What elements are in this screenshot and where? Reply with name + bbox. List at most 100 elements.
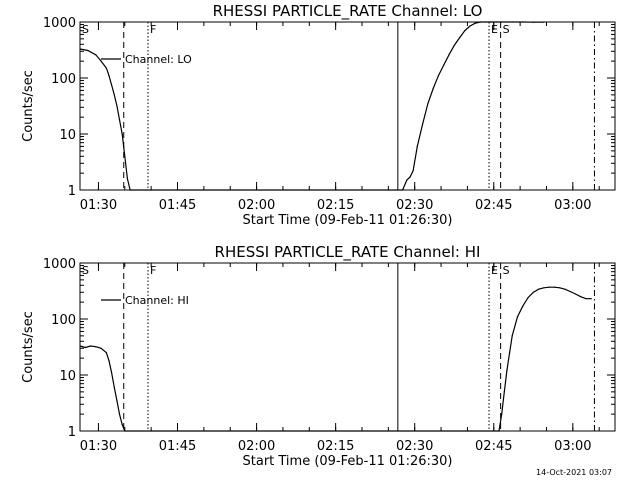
data-point bbox=[116, 105, 118, 107]
event-marker-label: S bbox=[82, 23, 89, 36]
series-line bbox=[79, 286, 592, 432]
data-point bbox=[490, 21, 492, 23]
y-tick-label: 10 bbox=[59, 369, 76, 384]
y-tick-label: 100 bbox=[51, 72, 76, 87]
data-point bbox=[458, 37, 461, 39]
data-point bbox=[485, 21, 487, 23]
event-marker-label: E bbox=[491, 23, 498, 36]
data-point bbox=[100, 347, 102, 349]
data-point bbox=[100, 60, 102, 62]
x-tick-label: 02:30 bbox=[396, 439, 433, 454]
data-point bbox=[412, 170, 414, 172]
data-point bbox=[416, 145, 418, 147]
footer-timestamp: 14-Oct-2021 03:07 bbox=[536, 468, 612, 477]
data-point bbox=[527, 297, 529, 299]
data-point bbox=[427, 102, 429, 105]
data-point bbox=[498, 430, 500, 432]
data-point bbox=[79, 48, 81, 50]
x-axis-label: Start Time (09-Feb-11 01:26:30) bbox=[243, 213, 453, 228]
data-point bbox=[437, 75, 439, 77]
data-point bbox=[585, 298, 587, 300]
data-point bbox=[129, 189, 131, 191]
y-tick-label: 10 bbox=[59, 128, 76, 143]
data-point bbox=[453, 44, 455, 47]
data-point bbox=[501, 21, 503, 23]
event-marker-label: E bbox=[491, 264, 498, 277]
y-tick-label: 1 bbox=[68, 184, 76, 199]
data-point bbox=[79, 345, 81, 347]
data-point bbox=[126, 178, 128, 180]
data-point bbox=[474, 22, 476, 24]
chart-panel-hi: RHESSI PARTICLE_RATE Channel: HI Start Ti… bbox=[21, 243, 616, 469]
data-point bbox=[121, 133, 123, 135]
x-tick-label: 03:00 bbox=[554, 198, 591, 213]
data-point bbox=[559, 287, 561, 289]
data-point bbox=[406, 179, 408, 181]
chart-title: RHESSI PARTICLE_RATE Channel: HI bbox=[215, 243, 481, 262]
data-point bbox=[95, 346, 97, 348]
data-point bbox=[105, 67, 107, 69]
x-tick-label: 01:45 bbox=[159, 439, 196, 454]
x-tick-label: 02:00 bbox=[238, 439, 275, 454]
event-marker-label: S bbox=[503, 23, 510, 36]
data-point bbox=[511, 21, 513, 23]
y-tick-label: 1 bbox=[68, 425, 76, 440]
data-point bbox=[448, 54, 450, 56]
x-tick-label: 01:30 bbox=[80, 439, 117, 454]
data-point bbox=[532, 21, 534, 23]
x-tick-label: 02:45 bbox=[475, 198, 512, 213]
data-point bbox=[105, 352, 107, 354]
data-point bbox=[569, 290, 571, 293]
data-point bbox=[511, 335, 513, 337]
data-point bbox=[111, 372, 113, 374]
data-point bbox=[580, 296, 582, 298]
data-point bbox=[118, 119, 121, 121]
x-tick-label: 02:30 bbox=[396, 198, 433, 213]
data-point bbox=[543, 287, 545, 289]
y-axis-label: Counts/sec bbox=[21, 311, 36, 383]
legend-label: Channel: HI bbox=[125, 294, 189, 307]
y-axis-label: Counts/sec bbox=[21, 70, 36, 142]
data-point bbox=[506, 370, 508, 372]
data-point bbox=[553, 286, 556, 288]
data-point bbox=[124, 430, 126, 432]
data-point bbox=[87, 49, 89, 52]
data-point bbox=[89, 345, 92, 347]
data-point bbox=[121, 424, 123, 426]
data-point bbox=[402, 189, 404, 191]
x-tick-label: 02:45 bbox=[475, 439, 512, 454]
x-tick-label: 02:15 bbox=[317, 198, 354, 213]
data-point bbox=[522, 305, 524, 307]
x-tick-label: 03:00 bbox=[554, 439, 591, 454]
event-marker-label: S bbox=[82, 264, 89, 277]
data-point bbox=[495, 21, 497, 23]
data-point bbox=[548, 286, 550, 288]
data-point bbox=[543, 21, 545, 23]
legend-label: Channel: LO bbox=[125, 53, 192, 66]
data-point bbox=[503, 391, 505, 393]
x-tick-label: 02:15 bbox=[317, 439, 354, 454]
data-point bbox=[409, 176, 411, 178]
data-point bbox=[590, 298, 592, 300]
chart-title: RHESSI PARTICLE_RATE Channel: LO bbox=[213, 2, 483, 21]
x-tick-label: 01:30 bbox=[80, 198, 117, 213]
data-point bbox=[538, 288, 540, 290]
data-point bbox=[480, 21, 482, 23]
x-tick-label: 02:00 bbox=[238, 198, 275, 213]
event-marker-label: F bbox=[150, 23, 156, 36]
data-point bbox=[564, 288, 566, 290]
data-point bbox=[501, 413, 503, 415]
data-point bbox=[509, 352, 511, 354]
data-point bbox=[113, 94, 115, 96]
x-axis-label: Start Time (09-Feb-11 01:26:30) bbox=[243, 454, 453, 469]
event-marker-label: S bbox=[503, 264, 510, 277]
data-point bbox=[124, 155, 126, 157]
data-point bbox=[108, 360, 110, 362]
data-point bbox=[574, 293, 577, 295]
data-point bbox=[113, 386, 115, 388]
event-marker-label: F bbox=[150, 264, 156, 277]
y-tick-label: 100 bbox=[51, 313, 76, 328]
data-point bbox=[116, 399, 118, 402]
